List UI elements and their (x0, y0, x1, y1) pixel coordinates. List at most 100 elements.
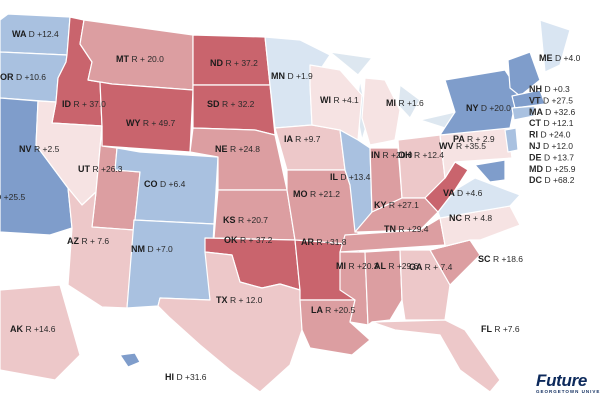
ne-label-nj: NJ D +12.0 (529, 141, 573, 151)
state-label-id-value: R + 37.0 (74, 99, 107, 109)
state-label-ks-abbr: KS (223, 215, 238, 225)
state-label-sc: SC R +18.6 (478, 254, 523, 264)
ne-label-ri-abbr: RI (529, 130, 541, 140)
state-shape-fl (371, 319, 501, 393)
state-label-ar-value: R +31.8 (317, 237, 347, 247)
state-label-wi-abbr: WI (320, 95, 334, 105)
state-label-pa-value: R + 2.9 (467, 134, 495, 144)
ne-label-dc-value: D +68.2 (545, 175, 575, 185)
state-label-sc-abbr: SC (478, 254, 493, 264)
state-label-me: ME D +4.0 (539, 53, 581, 63)
ne-label-ri: RI D +24.0 (529, 130, 571, 140)
state-label-pa-abbr: PA (453, 134, 467, 144)
state-shape-md (474, 159, 506, 183)
state-label-pa: PA R + 2.9 (453, 134, 495, 144)
state-label-id-abbr: ID (62, 99, 74, 109)
state-label-ut: UT R +26.3 (78, 164, 123, 174)
state-labels: WA D +12.4 OR D +10.6 CA D +25.5 ID R + 37.… (0, 29, 581, 382)
state-label-va-value: D +4.6 (457, 188, 483, 198)
state-label-ia: IA R +9.7 (284, 134, 321, 144)
state-label-ms-value: R +20.3 (349, 261, 379, 271)
state-label-ia-value: R +9.7 (295, 134, 321, 144)
ne-label-nj-abbr: NJ (529, 141, 543, 151)
logo-subtitle: GEORGETOWN UNIVERSITY (536, 389, 600, 394)
state-label-ok-abbr: OK (224, 235, 240, 245)
ne-label-ma-abbr: MA (529, 107, 545, 117)
state-label-mt-abbr: MT (116, 54, 132, 64)
state-label-tn-abbr: TN (384, 224, 399, 234)
state-label-nd-abbr: ND (210, 58, 226, 68)
state-label-ia-abbr: IA (284, 134, 295, 144)
state-label-va: VA D +4.6 (443, 188, 483, 198)
state-label-tx-abbr: TX (216, 295, 230, 305)
state-label-oh-value: R +12.4 (414, 150, 444, 160)
lake-superior-shape (329, 51, 373, 76)
state-label-nv-abbr: NV (19, 144, 34, 154)
state-label-ar: AR R +31.8 (301, 237, 347, 247)
state-label-wi-value: R +4.1 (334, 95, 360, 105)
state-shape-hi (119, 352, 141, 368)
state-label-mn: MN D +1.9 (271, 71, 313, 81)
state-shape-ia (274, 124, 346, 171)
state-label-ky-value: R +27.1 (389, 200, 419, 210)
ne-label-dc: DC D +68.2 (529, 175, 575, 185)
ne-label-md-abbr: MD (529, 164, 546, 174)
state-shape-ny (439, 69, 519, 136)
state-label-al: AL R +29.6 (374, 261, 419, 271)
state-shapes (0, 13, 571, 393)
state-label-nm-value: D +7.0 (148, 244, 174, 254)
state-label-hi-value: D +31.6 (177, 372, 207, 382)
state-shape-vt-nh (507, 51, 541, 97)
state-label-ak-value: R +14.6 (26, 324, 56, 334)
state-shape-az (67, 187, 135, 309)
state-label-tx: TX R + 12.0 (216, 295, 263, 305)
state-label-in-abbr: IN (371, 150, 383, 160)
state-label-me-value: D +4.0 (555, 53, 581, 63)
state-label-la-value: R +20.5 (325, 305, 355, 315)
state-label-ny-abbr: NY (466, 103, 481, 113)
state-label-mi: MI R +1.6 (386, 98, 424, 108)
state-shape-wy (99, 81, 194, 153)
state-label-il: IL D +13.4 (330, 172, 371, 182)
state-label-ut-value: R +26.3 (93, 164, 123, 174)
state-label-ok: OK R + 37.2 (224, 235, 273, 245)
state-label-co-abbr: CO (144, 179, 160, 189)
state-label-wy-abbr: WY (126, 118, 143, 128)
state-label-fl: FL R +7.6 (481, 324, 520, 334)
state-label-az-value: R + 7.6 (82, 236, 110, 246)
state-label-nc: NC R + 4.8 (449, 213, 492, 223)
ne-label-ma: MA D +32.6 (529, 107, 575, 117)
state-label-ca: CA D +25.5 (0, 192, 25, 202)
state-label-or-abbr: OR (0, 72, 16, 82)
state-label-al-abbr: AL (374, 261, 388, 271)
ne-label-nh-abbr: NH (529, 84, 545, 94)
state-label-il-value: D +13.4 (340, 172, 370, 182)
state-label-mn-value: D +1.9 (288, 71, 314, 81)
state-label-hi-abbr: HI (165, 372, 177, 382)
ne-label-md-value: D +25.9 (546, 164, 576, 174)
state-shape-tx (157, 251, 303, 393)
state-label-mo-value: R +21.2 (310, 189, 340, 199)
state-label-ms-abbr: MI (336, 261, 349, 271)
state-label-mt-value: R + 20.0 (132, 54, 165, 64)
state-label-nm: NM D +7.0 (131, 244, 173, 254)
state-label-co-value: D +6.4 (160, 179, 186, 189)
state-label-la-abbr: LA (311, 305, 325, 315)
ne-label-vt-value: D +27.5 (543, 95, 573, 105)
ne-label-nj-value: D +12.0 (543, 141, 573, 151)
state-label-or-value: D +10.6 (16, 72, 46, 82)
state-label-oh-abbr: OH (398, 150, 414, 160)
state-label-sd-abbr: SD (207, 99, 222, 109)
state-label-wv-abbr: WV (439, 141, 456, 151)
state-label-ny: NY D +20.0 (466, 103, 511, 113)
ne-label-ma-value: D +32.6 (545, 107, 575, 117)
state-label-ne-abbr: NE (215, 144, 230, 154)
state-label-nv-value: R +2.5 (34, 144, 60, 154)
state-label-co: CO D +6.4 (144, 179, 186, 189)
state-label-ut-abbr: UT (78, 164, 93, 174)
state-label-ks: KS R +20.7 (223, 215, 268, 225)
state-shape-nj (504, 127, 519, 153)
state-label-nv: NV R +2.5 (19, 144, 60, 154)
state-shape-nc (429, 205, 521, 251)
state-label-ne: NE R +24.8 (215, 144, 260, 154)
